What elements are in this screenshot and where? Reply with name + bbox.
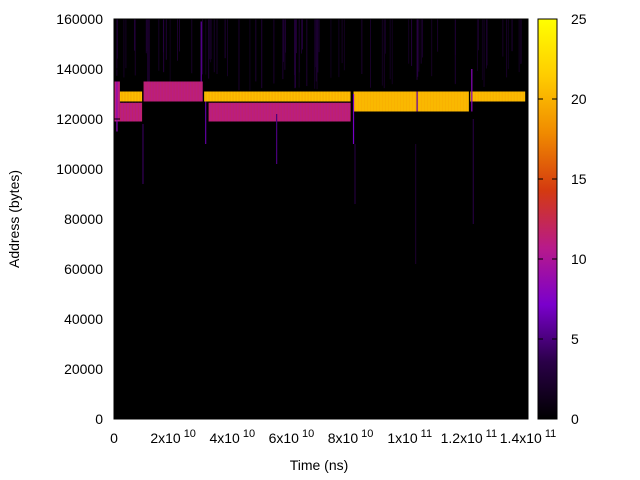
heatmap-region: [119, 91, 143, 102]
regions-layer: [114, 81, 526, 122]
plot-area: [114, 19, 528, 419]
x-axis-label: Time (ns): [290, 457, 349, 473]
x-tick-label: 1x10 11: [387, 428, 432, 446]
colorbar-tick-label: 5: [571, 331, 579, 347]
y-tick-label: 120000: [56, 111, 103, 127]
heatmap-region: [208, 102, 351, 122]
heatmap-region: [143, 81, 203, 102]
y-tick-label: 20000: [64, 361, 103, 377]
heatmap-region: [204, 91, 351, 102]
x-tick-label: 0: [110, 430, 118, 446]
colorbar-tick-label: 15: [571, 171, 587, 187]
x-tick-label: 1.2x10 11: [441, 428, 497, 446]
y-axis-label: Address (bytes): [6, 170, 22, 268]
colorbar-tick-label: 20: [571, 91, 587, 107]
y-tick-label: 160000: [56, 11, 103, 27]
colorbar-tick-label: 0: [571, 411, 579, 427]
y-tick-label: 100000: [56, 161, 103, 177]
spikes-layer: [116, 21, 474, 264]
y-tick-label: 40000: [64, 311, 103, 327]
y-tick-label: 80000: [64, 211, 103, 227]
colorbar: [537, 18, 558, 420]
x-tick-label: 1.4x10 11: [500, 428, 556, 446]
noise-layer: [116, 19, 522, 91]
x-tick-label: 4x10 10: [209, 428, 255, 446]
colorbar-tick-label: 10: [571, 251, 587, 267]
y-axis: 0 20000 40000 60000 80000 100000 120000 140000 1…: [56, 11, 528, 427]
heatmap-region: [353, 91, 469, 112]
x-tick-label: 8x10 10: [328, 428, 374, 446]
x-axis: 0 2x10 10 4x10 10 6x10 10 8x10 10 1x10 11 1.2x10 11 1…: [110, 19, 556, 446]
y-tick-label: 0: [95, 411, 103, 427]
y-tick-label: 140000: [56, 61, 103, 77]
colorbar-ticks: 0 5 10 15 20 25: [538, 11, 587, 427]
y-tick-label: 60000: [64, 261, 103, 277]
colorbar-tick-label: 25: [571, 11, 587, 27]
heatmap-region: [119, 102, 143, 122]
heatmap-region: [470, 91, 526, 102]
x-tick-label: 2x10 10: [150, 428, 196, 446]
x-tick-label: 6x10 10: [269, 428, 315, 446]
